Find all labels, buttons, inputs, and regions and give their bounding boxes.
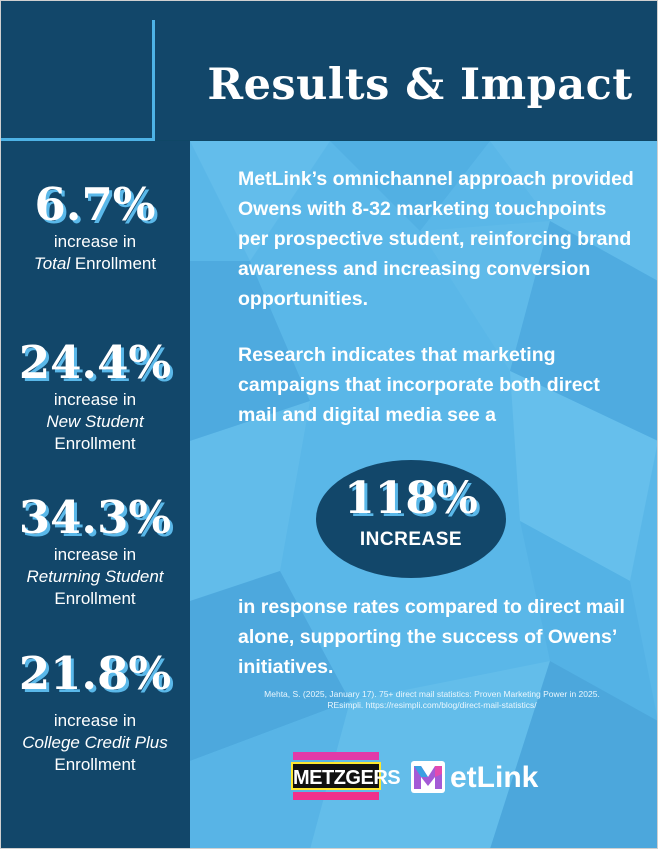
stat-label: increase in Returning Student Enrollment xyxy=(0,544,190,610)
stat-label-emphasis: New Student xyxy=(46,412,144,431)
stat-returning-student: 34.3% increase in Returning Student Enro… xyxy=(0,492,190,610)
stat-label-post: Enrollment xyxy=(54,589,136,608)
paragraph-omnichannel: MetLink’s omnichannel approach provided … xyxy=(238,168,634,310)
metlink-m-icon xyxy=(411,761,445,793)
stat-value: 6.7% xyxy=(34,178,156,231)
stat-label-post: Enrollment xyxy=(74,254,157,273)
highlight-label: INCREASE xyxy=(359,529,463,550)
stat-label-emphasis: College Credit Plus xyxy=(22,733,168,752)
metlink-logo-text: etLink xyxy=(450,761,539,794)
stat-label: increase in Total Enrollment xyxy=(0,231,190,275)
stat-label-pre: increase in xyxy=(53,545,137,564)
background-facets xyxy=(190,141,658,849)
page-title: Results & Impact xyxy=(207,60,633,110)
metlink-logo: etLink xyxy=(410,758,550,798)
paragraph-response-rates: in response rates compared to direct mai… xyxy=(238,596,625,678)
paragraph-research: Research indicates that marketing campai… xyxy=(238,344,600,426)
main-panel: MetLink’s omnichannel approach provided … xyxy=(190,141,658,849)
metzgers-logo: METZGERS xyxy=(291,750,401,800)
stat-value: 34.3% xyxy=(18,491,172,544)
highlight-value: 118% xyxy=(344,473,478,524)
accent-line-horizontal xyxy=(0,138,155,141)
stat-label-post: Enrollment xyxy=(54,755,136,774)
stat-total-enrollment: 6.7% increase in Total Enrollment xyxy=(0,179,190,275)
stat-label: increase in College Credit Plus Enrollme… xyxy=(0,710,190,776)
stat-label-pre: increase in xyxy=(53,390,137,409)
stat-label-pre: increase in xyxy=(53,232,137,251)
stat-label-emphasis: Returning Student xyxy=(26,567,164,586)
stat-value: 24.4% xyxy=(18,336,172,389)
stats-sidebar: 6.7% increase in Total Enrollment 24.4% … xyxy=(0,141,190,849)
metzgers-logo-text: METZGERS xyxy=(291,762,401,790)
stat-value: 21.8% xyxy=(18,647,172,700)
citation: Mehta, S. (2025, January 17). 75+ direct… xyxy=(264,689,600,710)
accent-line-vertical xyxy=(152,20,155,141)
header-band xyxy=(0,0,658,140)
highlight-oval: 118% INCREASE xyxy=(316,460,506,578)
stat-new-student: 24.4% increase in New Student Enrollment xyxy=(0,337,190,455)
stat-college-credit-plus: 21.8% increase in College Credit Plus En… xyxy=(0,648,190,776)
stat-label: increase in New Student Enrollment xyxy=(0,389,190,455)
stat-label-emphasis: Total xyxy=(33,254,71,273)
stat-label-pre: increase in xyxy=(53,711,137,730)
stat-label-post: Enrollment xyxy=(54,434,136,453)
